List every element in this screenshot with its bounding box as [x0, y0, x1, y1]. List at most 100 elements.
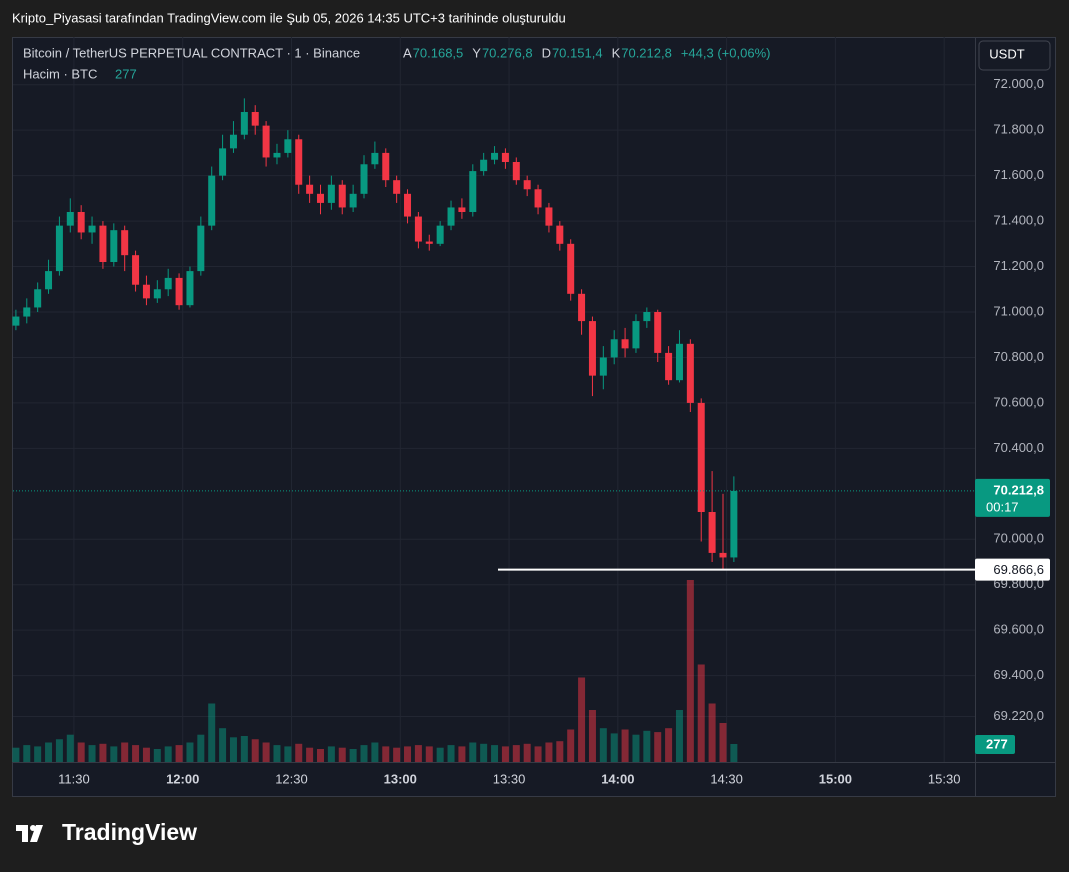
volume-bar — [23, 745, 31, 762]
volume-label-box — [975, 734, 1015, 754]
ohlc-value: 70.212,8 — [621, 45, 672, 60]
x-tick-label: 11:30 — [58, 771, 90, 786]
volume-bar — [512, 745, 520, 762]
candle-body — [164, 277, 172, 290]
candle-body — [643, 312, 651, 322]
last-price-label: 70.212,8 — [993, 482, 1044, 497]
candle-body — [208, 175, 216, 226]
candle-body — [545, 207, 553, 226]
candle-body — [447, 207, 455, 226]
candle-body — [414, 216, 422, 242]
volume-bar — [55, 739, 63, 762]
candle-body — [273, 152, 281, 158]
volume-bar — [34, 746, 42, 762]
volume-bar — [164, 746, 172, 762]
candle-body — [229, 134, 237, 149]
currency-button-label[interactable]: USDT — [989, 46, 1024, 61]
candle-body — [469, 171, 477, 212]
ohlc-key: A — [403, 45, 412, 60]
candle-body — [425, 241, 433, 244]
volume-bar — [501, 746, 509, 762]
ohlc-key: D — [542, 45, 551, 60]
y-tick-label: 70.800,0 — [993, 349, 1044, 364]
volume-bar — [447, 745, 455, 762]
volume-bar — [121, 742, 129, 762]
y-tick-label: 71.200,0 — [993, 258, 1044, 273]
brand-logo: TradingView — [16, 819, 197, 845]
candle-body — [327, 184, 335, 203]
volume-bar — [654, 732, 662, 762]
volume-legend-value: 277 — [115, 66, 137, 81]
volume-bar — [686, 580, 694, 762]
candle-body — [316, 193, 324, 203]
ohlc-key: Y — [472, 45, 481, 60]
candle-body — [295, 139, 303, 185]
candle-body — [610, 339, 618, 358]
volume-bar — [262, 742, 270, 762]
volume-bar — [306, 747, 314, 762]
countdown-label: 00:17 — [986, 499, 1019, 514]
candle-body — [338, 184, 346, 208]
volume-bar — [338, 747, 346, 762]
volume-bar — [708, 703, 716, 762]
grid — [13, 37, 975, 762]
candle-body — [197, 225, 205, 272]
y-tick-label: 70.000,0 — [993, 531, 1044, 546]
last-price-box — [975, 478, 1050, 517]
candle-body — [251, 112, 259, 126]
volume-bar — [153, 749, 161, 762]
y-tick-label: 70.400,0 — [993, 440, 1044, 455]
candle-body — [186, 271, 194, 306]
volume-bar — [208, 703, 216, 762]
candle-body — [77, 212, 85, 233]
x-tick-label: 13:00 — [384, 771, 417, 786]
volume-bar — [186, 742, 194, 762]
volume-bar — [719, 723, 727, 762]
x-tick-label: 14:00 — [601, 771, 634, 786]
candle-body — [686, 343, 694, 403]
candle-body — [132, 255, 140, 285]
candle-body — [708, 512, 716, 553]
candle-body — [501, 152, 509, 162]
volume-bar — [132, 745, 140, 762]
volume-bar — [45, 742, 53, 762]
candle-body — [55, 225, 63, 272]
candle-body — [665, 352, 673, 381]
volume-bar — [621, 729, 629, 762]
volume-bar — [665, 728, 673, 762]
candle-body — [719, 552, 727, 558]
volume-bar — [436, 747, 444, 762]
candle-body — [512, 162, 520, 181]
candle-body — [284, 139, 292, 153]
candle-body — [45, 271, 53, 290]
ohlc-value: 70.168,5 — [413, 45, 464, 60]
currency-button[interactable] — [978, 40, 1051, 71]
candle-body — [578, 293, 586, 322]
volume-bar — [142, 747, 150, 762]
volume-bar — [197, 734, 205, 762]
volume-bar — [371, 742, 379, 762]
y-tick-label: 71.000,0 — [993, 303, 1044, 318]
candle-body — [382, 152, 390, 181]
y-tick-label: 69.400,0 — [993, 667, 1044, 682]
candle-body — [436, 225, 444, 244]
volume-bar — [110, 746, 118, 762]
volume-bar — [480, 743, 488, 762]
volume-bar — [588, 710, 596, 762]
candle-body — [34, 289, 42, 308]
candle-body — [23, 307, 31, 317]
axes: 72.000,0 71.800,0 71.600,0 71.400,0 71.200,0… — [13, 76, 1050, 786]
volume-bar — [88, 745, 96, 762]
candle-body — [349, 193, 357, 208]
volume-bar — [404, 746, 412, 762]
hline-label: 69.866,6 — [993, 562, 1044, 577]
volume-bar — [458, 746, 466, 762]
volume-bar — [316, 749, 324, 762]
volume-bar — [697, 664, 705, 762]
candle-body — [730, 490, 738, 558]
volume-bar — [66, 734, 74, 762]
brand-icon — [16, 825, 43, 842]
candle-body — [262, 125, 270, 158]
x-tick-label: 14:30 — [710, 771, 743, 786]
